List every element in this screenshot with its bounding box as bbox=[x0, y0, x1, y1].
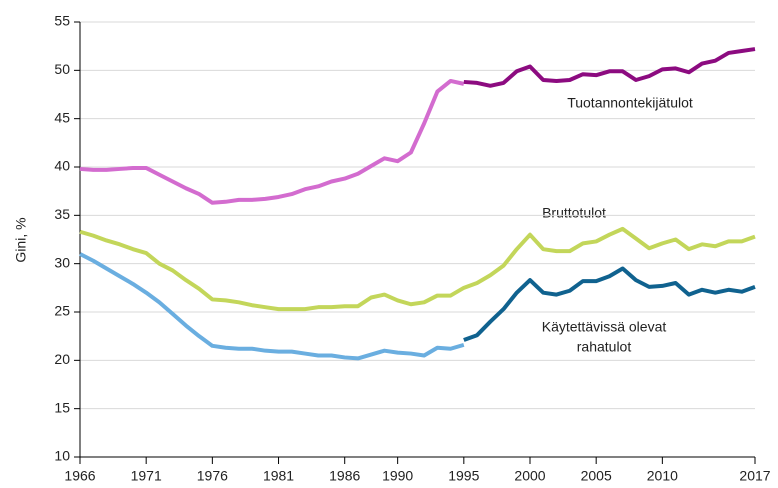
y-axis-title: Gini, % bbox=[13, 217, 29, 262]
y-tick-label: 40 bbox=[54, 158, 70, 174]
x-tick-label: 2017 bbox=[739, 468, 770, 484]
series-line bbox=[463, 47, 756, 88]
y-tick-label: 50 bbox=[54, 61, 70, 77]
x-tick-label: 1976 bbox=[197, 468, 228, 484]
x-tick-label: 1981 bbox=[263, 468, 294, 484]
y-tick-label: 20 bbox=[54, 351, 70, 367]
x-tick-label: 2010 bbox=[647, 468, 678, 484]
series-line bbox=[79, 78, 465, 205]
annotation: Bruttotulot bbox=[542, 205, 606, 221]
x-tick-label: 1971 bbox=[131, 468, 162, 484]
series-line bbox=[79, 226, 756, 312]
x-tick-label: 2000 bbox=[514, 468, 545, 484]
annotation: rahatulot bbox=[577, 339, 632, 355]
y-tick-label: 55 bbox=[54, 13, 70, 29]
y-tick-label: 15 bbox=[54, 399, 70, 415]
y-tick-label: 30 bbox=[54, 254, 70, 270]
annotation: Käytettävissä olevat bbox=[542, 319, 667, 335]
series-line bbox=[79, 252, 465, 361]
series-line bbox=[463, 266, 756, 342]
y-tick-label: 35 bbox=[54, 206, 70, 222]
x-tick-label: 1990 bbox=[382, 468, 413, 484]
x-tick-label: 1986 bbox=[329, 468, 360, 484]
annotation: Tuotannontekijätulot bbox=[567, 95, 693, 111]
x-tick-label: 1966 bbox=[64, 468, 95, 484]
x-tick-label: 1995 bbox=[448, 468, 479, 484]
x-tick-label: 2005 bbox=[581, 468, 612, 484]
y-tick-label: 45 bbox=[54, 109, 70, 125]
y-tick-label: 10 bbox=[54, 448, 70, 464]
y-tick-label: 25 bbox=[54, 303, 70, 319]
